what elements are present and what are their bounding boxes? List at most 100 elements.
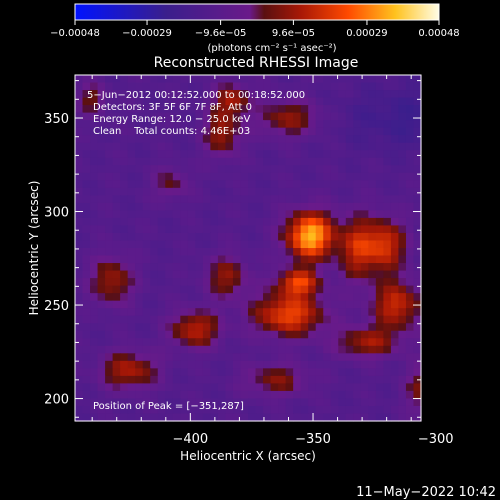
- heatmap-cell: [300, 255, 309, 264]
- heatmap-cell: [240, 308, 249, 317]
- heatmap-cell: [187, 157, 196, 166]
- heatmap-cell: [180, 413, 189, 422]
- heatmap-cell: [180, 120, 189, 129]
- heatmap-cell: [120, 165, 129, 174]
- heatmap-cell: [142, 127, 151, 136]
- heatmap-cell: [75, 368, 84, 377]
- heatmap-cell: [368, 97, 377, 106]
- heatmap-cell: [285, 360, 294, 369]
- heatmap-cell: [202, 315, 211, 324]
- heatmap-cell: [248, 90, 257, 99]
- heatmap-cell: [180, 368, 189, 377]
- heatmap-cell: [248, 368, 257, 377]
- heatmap-cell: [308, 383, 317, 392]
- heatmap-cell: [97, 323, 106, 332]
- heatmap-cell: [105, 187, 114, 196]
- heatmap-cell: [75, 135, 84, 144]
- heatmap-cell: [405, 180, 415, 189]
- heatmap-cell: [90, 278, 99, 287]
- heatmap-cell: [270, 142, 279, 151]
- heatmap-cell: [308, 405, 317, 415]
- heatmap-cell: [278, 120, 287, 129]
- heatmap-cell: [142, 202, 151, 211]
- heatmap-cell: [315, 255, 324, 264]
- heatmap-cell: [368, 112, 377, 121]
- heatmap-cell: [308, 172, 317, 181]
- heatmap-cell: [368, 285, 377, 294]
- heatmap-cell: [398, 82, 407, 91]
- heatmap-cell: [105, 255, 114, 264]
- heatmap-cell: [405, 278, 415, 287]
- heatmap-cell: [187, 112, 196, 121]
- heatmap-cell: [300, 413, 309, 422]
- heatmap-cell: [315, 210, 324, 219]
- heatmap-cell: [240, 375, 249, 384]
- heatmap-cell: [232, 278, 242, 287]
- heatmap-cell: [308, 293, 317, 302]
- heatmap-cell: [187, 398, 196, 407]
- heatmap-cell: [120, 278, 129, 287]
- heatmap-cell: [82, 75, 91, 84]
- heatmap-cell: [293, 248, 302, 257]
- heatmap-cell: [338, 90, 347, 99]
- heatmap-cell: [255, 210, 264, 219]
- heatmap-cell: [360, 405, 369, 415]
- heatmap-cell: [390, 398, 400, 407]
- heatmap-cell: [135, 323, 144, 332]
- heatmap-cell: [248, 120, 257, 129]
- heatmap-cell: [405, 270, 415, 279]
- heatmap-cell: [112, 285, 121, 294]
- heatmap-cell: [398, 112, 407, 121]
- heatmap-cell: [368, 187, 377, 196]
- heatmap-cell: [165, 157, 174, 166]
- heatmap-cell: [195, 120, 204, 129]
- heatmap-cell: [172, 202, 181, 211]
- heatmap-cell: [187, 172, 196, 181]
- heatmap-cell: [323, 315, 332, 324]
- heatmap-cell: [315, 150, 324, 159]
- heatmap-cell: [135, 398, 144, 407]
- heatmap-cell: [97, 255, 106, 264]
- heatmap-cell: [240, 240, 249, 249]
- heatmap-cell: [383, 120, 392, 129]
- heatmap-cell: [232, 353, 242, 362]
- heatmap-cell: [398, 210, 407, 219]
- heatmap-cell: [165, 127, 174, 136]
- heatmap-cell: [82, 383, 91, 392]
- heatmap-cell: [405, 187, 415, 196]
- heatmap-cell: [330, 195, 339, 204]
- heatmap-cell: [323, 405, 332, 415]
- heatmap-cell: [142, 165, 151, 174]
- heatmap-cell: [112, 293, 121, 302]
- heatmap-cell: [97, 90, 106, 99]
- heatmap-cell: [157, 413, 166, 422]
- heatmap-cell: [105, 135, 114, 144]
- heatmap-cell: [105, 360, 114, 369]
- heatmap-cell: [195, 217, 204, 227]
- heatmap-cell: [97, 127, 106, 136]
- heatmap-cell: [97, 315, 106, 324]
- heatmap-cell: [135, 112, 144, 121]
- heatmap-cell: [293, 278, 302, 287]
- heatmap-cell: [293, 390, 302, 400]
- heatmap-cell: [82, 270, 91, 279]
- heatmap-cell: [293, 323, 302, 332]
- heatmap-cell: [202, 293, 211, 302]
- heatmap-cell: [112, 165, 121, 174]
- heatmap-cell: [285, 383, 294, 392]
- heatmap-cell: [248, 82, 257, 91]
- heatmap-cell: [368, 225, 377, 234]
- heatmap-cell: [120, 413, 129, 422]
- heatmap-cell: [353, 405, 362, 415]
- heatmap-cell: [323, 127, 332, 136]
- heatmap-cell: [112, 248, 121, 257]
- heatmap-cell: [120, 390, 129, 400]
- heatmap-cell: [142, 330, 151, 339]
- heatmap-cell: [293, 270, 302, 279]
- heatmap-cell: [308, 127, 317, 136]
- heatmap-cell: [157, 255, 166, 264]
- heatmap-cell: [255, 225, 264, 234]
- heatmap-cell: [315, 323, 324, 332]
- heatmap-cell: [323, 232, 332, 242]
- heatmap-cell: [202, 97, 211, 106]
